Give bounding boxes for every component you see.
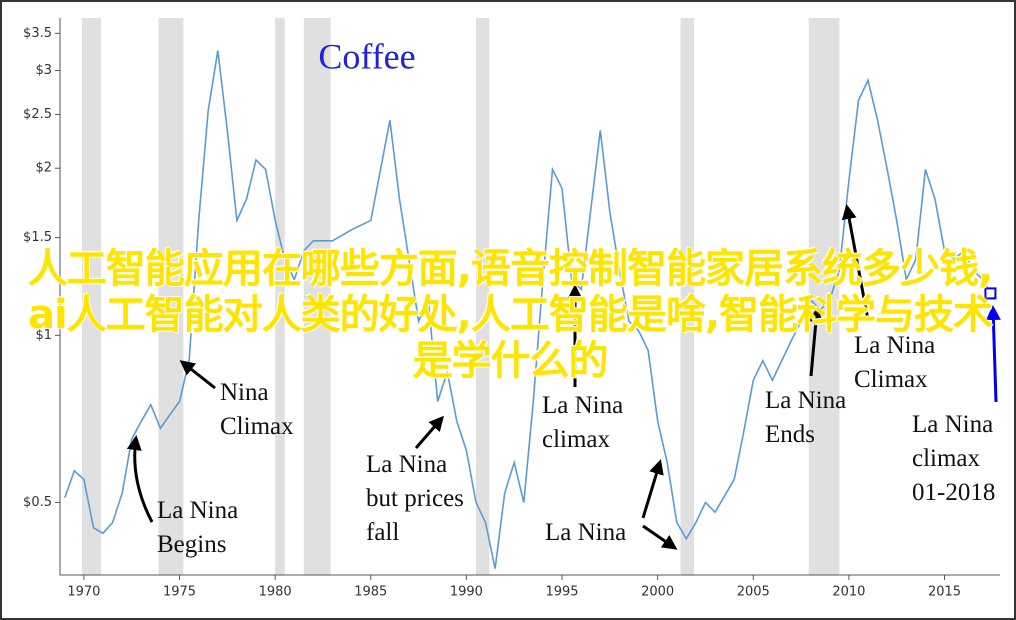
recession-band (680, 18, 694, 575)
chart-title: Coffee (318, 36, 415, 76)
annotation-arrow (179, 360, 216, 390)
x-tick-label: 1990 (450, 585, 483, 600)
y-tick-label: $2.5 (23, 107, 52, 122)
recession-band (275, 18, 285, 575)
annotation-text: La Nina (542, 392, 623, 419)
annotation-text: La Nina (157, 497, 238, 524)
recession-band (81, 18, 102, 575)
recession-band (475, 18, 490, 575)
annotation-text: 01-2018 (912, 479, 995, 506)
plot (64, 50, 997, 569)
annotation-text: Nina (220, 379, 269, 406)
annotation-arrow (985, 305, 1001, 403)
recession-bands (81, 18, 840, 575)
y-tick-label: $1 (35, 328, 52, 343)
axes: $0.5 $1 $1.5 $2 $2.5 $3 $3.5 1970 1975 1980 1985 19… (23, 18, 1000, 600)
x-tick-label: 1985 (354, 585, 387, 600)
annotation-text: La Nina (912, 411, 993, 438)
annotation-arrow (841, 204, 870, 321)
annotation-arrow (641, 459, 664, 519)
annotation-text: Begins (157, 531, 226, 558)
annotation-text: Climax (220, 413, 294, 440)
recession-band (303, 18, 331, 575)
x-tick-label: 1980 (259, 585, 292, 600)
annotation-text: La Nina (545, 519, 626, 546)
annotation-text: but prices (366, 485, 464, 512)
annotation-arrow (808, 307, 824, 377)
x-tick-label: 1975 (163, 585, 196, 600)
y-tick-label: $1.5 (23, 230, 52, 245)
annotation-text: La Nina (765, 387, 846, 414)
x-tick-label: 2015 (928, 585, 961, 600)
x-tick-label: 1970 (67, 585, 100, 600)
x-tick-label: 1995 (545, 585, 578, 600)
annotation-text: climax (542, 426, 611, 453)
recession-band (158, 18, 184, 575)
y-tick-label: $3.5 (23, 26, 52, 41)
x-tick-label: 2000 (641, 585, 674, 600)
annotation-text: La Nina (366, 451, 447, 478)
annotation-text: fall (366, 519, 399, 546)
annotation-arrow (642, 524, 678, 550)
annotation-text: Climax (854, 366, 928, 393)
annotation-text: La Nina (854, 332, 935, 359)
x-tick-label: 2005 (737, 585, 770, 600)
annotation-text: Ends (765, 421, 815, 448)
annotation-arrow (414, 415, 444, 449)
recession-band (808, 18, 840, 575)
x-tick-label: 2010 (832, 585, 865, 600)
annotation-text: climax (912, 445, 981, 472)
y-tick-label: $0.5 (23, 495, 52, 510)
annotations: La Nina Begins Nina Climax La Nina but prices… (126, 204, 1001, 558)
annotation-arrow (126, 435, 154, 523)
overlay-text: 人工智能应用在哪些方面,语音控制智能家居系统多少钱,ai人工智能对人类的好处,人… (27, 246, 993, 384)
y-tick-label: $3 (35, 63, 52, 78)
highlight-point (984, 287, 997, 300)
price-line (64, 50, 990, 569)
y-tick-label: $2 (35, 161, 52, 176)
